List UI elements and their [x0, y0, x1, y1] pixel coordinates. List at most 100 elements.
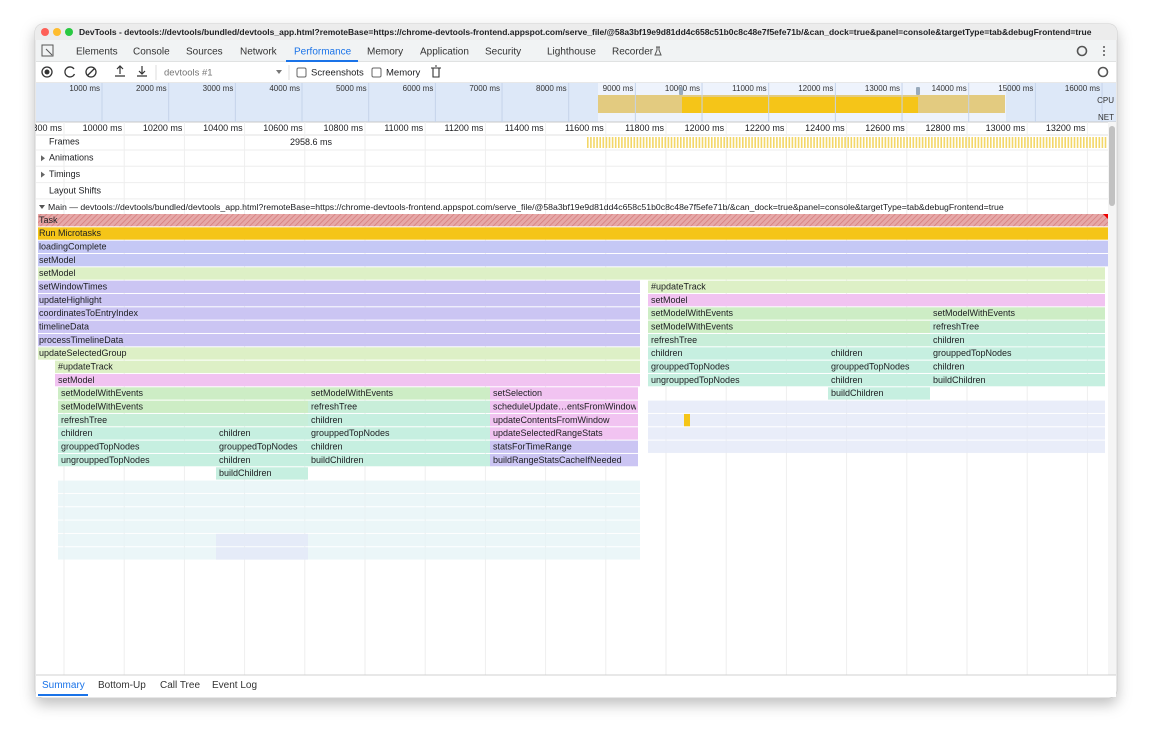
frame	[844, 137, 846, 148]
frame	[711, 137, 713, 148]
details-tab[interactable]: Event Log	[212, 680, 257, 691]
flame-label: grouppedTopNodes	[219, 441, 298, 451]
frame	[866, 137, 868, 148]
zoom-button[interactable]	[65, 28, 73, 36]
frame	[832, 137, 834, 148]
frame	[931, 137, 933, 148]
frame	[674, 137, 676, 148]
window-handle[interactable]	[679, 87, 683, 95]
flame-label: scheduleUpdate…entsFromWindow	[493, 401, 638, 411]
flame-event[interactable]	[38, 227, 1108, 239]
overview-tick-label: 13000 ms	[865, 84, 900, 93]
frame	[1061, 137, 1063, 148]
frame	[1043, 137, 1045, 148]
flame-event[interactable]	[38, 294, 640, 306]
flame-label: buildChildren	[311, 455, 364, 465]
frame	[696, 137, 698, 148]
frame	[804, 137, 806, 148]
ruler-tick-label: 10000 ms	[83, 123, 123, 133]
memory-checkbox[interactable]	[372, 68, 381, 77]
frame	[953, 137, 955, 148]
frame	[776, 137, 778, 148]
profile-select[interactable]: devtools #1	[164, 68, 213, 79]
panel-tab[interactable]: Security	[485, 47, 521, 58]
flame-event[interactable]	[38, 334, 640, 346]
flame-event[interactable]	[648, 294, 1105, 306]
panel-tab[interactable]: Lighthouse	[547, 47, 596, 58]
frame	[671, 137, 673, 148]
panel-tab[interactable]: Elements	[76, 47, 118, 58]
frame	[1055, 137, 1057, 148]
flame-event[interactable]	[648, 281, 1105, 293]
flame-event[interactable]	[38, 347, 640, 359]
frame	[609, 137, 611, 148]
flame-label: timelineData	[39, 322, 89, 332]
event	[684, 414, 690, 426]
frame	[699, 137, 701, 148]
frame	[872, 137, 874, 148]
ruler-tick-label: 12000 ms	[685, 123, 725, 133]
window-handle[interactable]	[916, 87, 920, 95]
checkbox-label: Screenshots	[311, 68, 364, 79]
overview-tick-label: 7000 ms	[469, 84, 500, 93]
frame	[996, 137, 998, 148]
frame	[1033, 137, 1035, 148]
ruler-tick-label: 11400 ms	[505, 123, 544, 133]
flame-event[interactable]	[55, 374, 640, 386]
collapsed-event	[58, 494, 640, 506]
track-name[interactable]: Timings	[49, 169, 81, 179]
frame	[655, 137, 657, 148]
track-name[interactable]: Frames	[49, 136, 80, 146]
panel-tab[interactable]: Memory	[367, 47, 403, 58]
flame-event[interactable]	[38, 214, 1108, 226]
frame	[820, 137, 822, 148]
flame-label: setModel	[651, 295, 688, 305]
frame	[717, 137, 719, 148]
frame	[596, 137, 598, 148]
screenshots-checkbox[interactable]	[297, 68, 306, 77]
frame	[590, 137, 592, 148]
flame-label: setWindowTimes	[39, 282, 108, 292]
frame	[934, 137, 936, 148]
flame-event[interactable]	[38, 321, 640, 333]
close-button[interactable]	[41, 28, 49, 36]
frame	[829, 137, 831, 148]
minimize-button[interactable]	[53, 28, 61, 36]
flame-label: setModelWithEvents	[61, 388, 144, 398]
flame-event[interactable]	[38, 254, 1108, 266]
frame	[878, 137, 880, 148]
flame-label: buildChildren	[933, 375, 986, 385]
frame	[909, 137, 911, 148]
track-name[interactable]: Layout Shifts	[49, 185, 102, 195]
flame-event[interactable]	[38, 281, 640, 293]
overview-tick-label: 11000 ms	[732, 84, 767, 93]
flame-event[interactable]	[38, 241, 1108, 253]
frame	[668, 137, 670, 148]
collapsed-event	[648, 414, 1105, 426]
panel-tab[interactable]: Recorder	[612, 47, 654, 58]
panel-tab[interactable]: Application	[420, 47, 469, 58]
panel-tab[interactable]: Sources	[186, 47, 223, 58]
details-tab[interactable]: Bottom-Up	[98, 680, 146, 691]
frame	[603, 137, 605, 148]
flame-event[interactable]	[38, 267, 1105, 279]
panel-tab[interactable]: Network	[240, 47, 278, 58]
frame	[1006, 137, 1008, 148]
overview-tick-label: 15000 ms	[998, 84, 1033, 93]
panel-tab[interactable]: Performance	[294, 47, 352, 58]
flame-event[interactable]	[55, 361, 640, 373]
active-details-indicator	[38, 694, 88, 696]
details-tab[interactable]: Call Tree	[160, 680, 200, 691]
flame-label: refreshTree	[61, 415, 107, 425]
ruler-tick-label: 10200 ms	[143, 123, 183, 133]
panel-tab[interactable]: Console	[133, 47, 170, 58]
ruler-tick-label: 11600 ms	[565, 123, 604, 133]
frame	[587, 137, 589, 148]
track-name[interactable]: Animations	[49, 153, 94, 163]
frame	[981, 137, 983, 148]
frame	[891, 137, 893, 148]
details-tab[interactable]: Summary	[42, 680, 85, 691]
window-title: DevTools - devtools://devtools/bundled/d…	[79, 27, 1092, 37]
frame	[1018, 137, 1020, 148]
main-thread-header[interactable]: Main — devtools://devtools/bundled/devto…	[48, 202, 1004, 212]
